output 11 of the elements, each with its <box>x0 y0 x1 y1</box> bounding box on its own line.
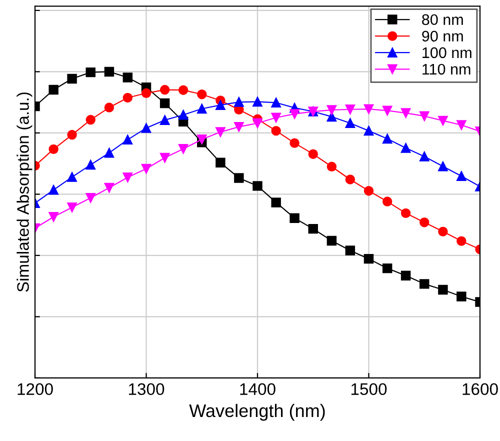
x-axis-title: Wavelength (nm) <box>189 404 325 421</box>
y-axis-title: Simulated Absorption (a.u.) <box>16 92 32 292</box>
legend-label: 80 nm <box>422 14 463 26</box>
x-tick-label: 1600 <box>462 383 498 396</box>
x-tick-label: 1500 <box>351 383 387 396</box>
x-tick-label: 1400 <box>240 383 276 396</box>
legend-label: 100 nm <box>422 47 472 58</box>
legend-label: 110 nm <box>422 64 470 75</box>
legend-label: 90 nm <box>422 30 463 42</box>
x-tick-label: 1200 <box>18 383 53 396</box>
x-tick-label: 1300 <box>128 383 164 396</box>
